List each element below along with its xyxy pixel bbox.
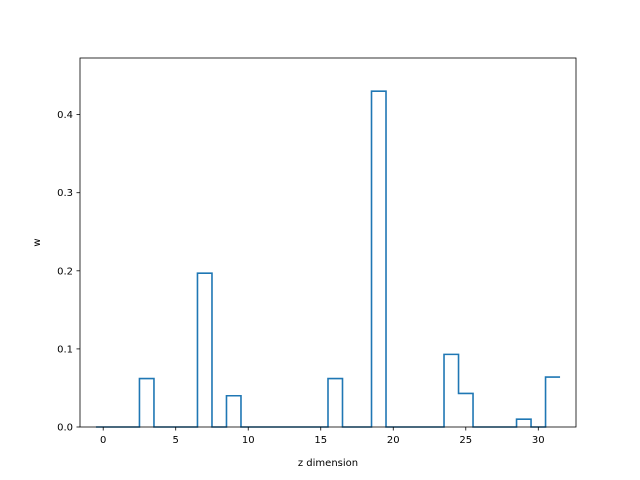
bin-bar-16 <box>328 379 343 427</box>
y-tick-label: 0.4 <box>57 110 73 121</box>
bin-bar-9 <box>226 396 241 427</box>
x-tick-label: 0 <box>100 435 106 446</box>
y-tick-label: 0.1 <box>57 344 73 355</box>
y-axis-ticks: 0.0 0.1 0.2 0.3 0.4 <box>57 110 80 434</box>
y-tick-label: 0.2 <box>57 266 73 277</box>
x-axis-label: z dimension <box>298 458 358 469</box>
y-axis-label: w <box>32 238 43 246</box>
bin-bar-7 <box>197 273 212 427</box>
x-tick-label: 25 <box>459 435 472 446</box>
x-axis-ticks: 0 5 10 15 20 25 30 <box>100 427 545 446</box>
bin-bar-24 <box>444 354 459 427</box>
bin-bar-31 <box>546 377 561 427</box>
bin-bar-25 <box>459 393 474 427</box>
bin-bar-3 <box>139 379 154 427</box>
bin-bar-29 <box>517 419 532 427</box>
axes-frame <box>79 57 577 428</box>
x-tick-label: 5 <box>173 435 179 446</box>
x-tick-label: 15 <box>314 435 327 446</box>
x-tick-label: 10 <box>242 435 255 446</box>
y-tick-label: 0.0 <box>57 423 73 434</box>
x-tick-label: 30 <box>532 435 545 446</box>
x-tick-label: 20 <box>387 435 400 446</box>
bin-bar-19 <box>372 91 387 427</box>
y-tick-label: 0.3 <box>57 188 73 199</box>
